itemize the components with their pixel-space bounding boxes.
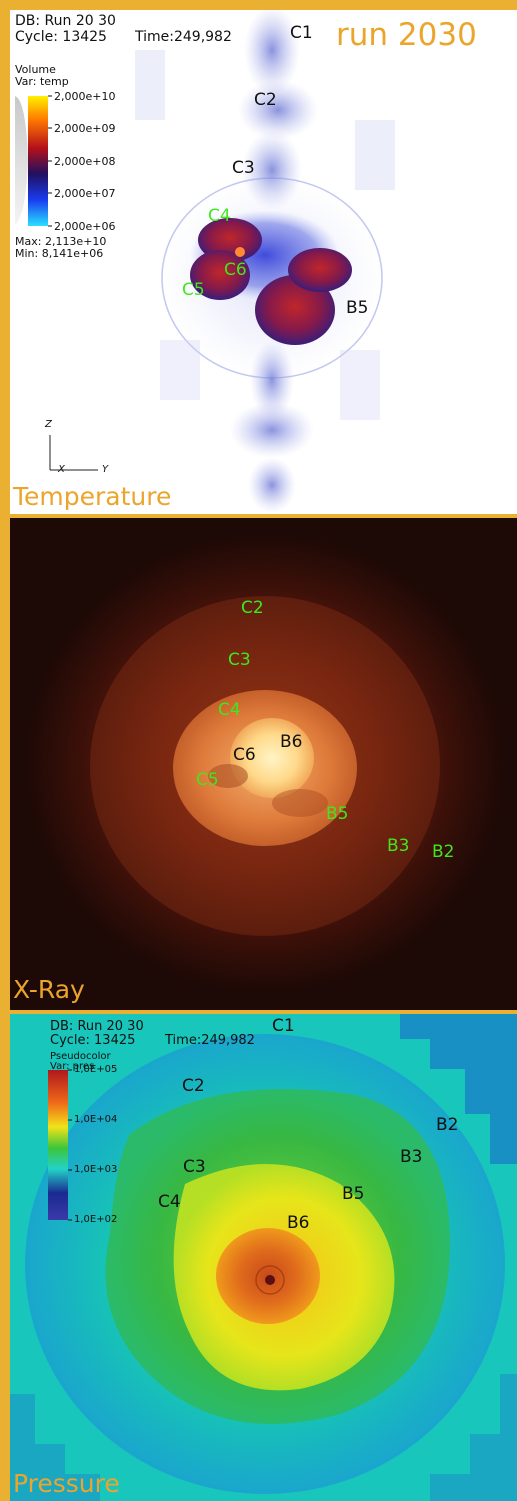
db-label: DB: Run 20 30 [15,13,116,29]
label-c2: C2 [241,598,264,618]
axis-x-label: X [58,464,65,475]
temperature-volume-render [15,10,395,513]
pressure-panel: DB: Run 20 30 Cycle: 13425 Time:249,982 … [10,1014,517,1501]
label-c4: C4 [218,700,241,720]
colorbar-tick-label: 1,0E+02 [74,1214,118,1225]
label-c3: C3 [232,158,255,178]
legend-type-label: Volume [15,63,56,76]
cycle-label: Cycle: 13425 [50,1033,136,1048]
colorbar-tick-label: 1,0E+05 [74,1064,118,1075]
legend-var-label: Var: temp [15,75,69,88]
time-label: Time:249,982 [135,29,232,45]
label-b3: B3 [387,836,410,856]
pressure-render [10,1014,517,1501]
legend-max-label: Max: 2,113e+10 [15,235,107,248]
temperature-panel: DB: Run 20 30 Cycle: 13425 Time:249,982 … [10,10,517,514]
axis-y-label: Y [102,464,109,475]
label-c6: C6 [224,260,247,280]
panel-title-xray: X-Ray [13,975,85,1004]
label-c5: C5 [196,770,219,790]
label-c5: C5 [182,280,205,300]
temperature-colorbar [28,96,48,226]
colorbar-tick-label: 2,000e+10 [54,90,116,103]
label-b5: B5 [326,804,349,824]
colorbar-tick-label: 2,000e+08 [54,155,116,168]
colorbar-tick-label: 1,0E+03 [74,1164,118,1175]
panel-title-temperature: Temperature [13,482,172,511]
opacity-curve [15,96,28,225]
label-b5: B5 [346,298,369,318]
label-c2: C2 [182,1076,205,1096]
label-b2: B2 [436,1115,459,1135]
colorbar-tick-label: 1,0E+04 [74,1114,118,1125]
colorbar-tick-label: 2,000e+06 [54,220,116,233]
cycle-label: Cycle: 13425 [15,29,107,45]
db-label: DB: Run 20 30 [50,1019,144,1034]
time-label: Time:249,982 [165,1033,255,1048]
xray-render [10,518,517,1010]
label-c3: C3 [183,1157,206,1177]
label-b5: B5 [342,1184,365,1204]
label-b3: B3 [400,1147,423,1167]
label-b6: B6 [280,732,303,752]
label-c1: C1 [272,1016,295,1036]
label-c1: C1 [290,23,313,43]
legend-type-label: Pseudocolor [50,1051,111,1062]
label-c4: C4 [158,1192,181,1212]
legend-var-label: Var: pres [50,1061,95,1072]
label-c3: C3 [228,650,251,670]
label-c4: C4 [208,206,231,226]
label-b2: B2 [432,842,455,862]
axis-z-label: Z [45,419,52,430]
label-c2: C2 [254,90,277,110]
panel-title-pressure: Pressure [13,1469,120,1498]
run-label: run 2030 [336,17,477,53]
label-c6: C6 [233,745,256,765]
axes-triad [49,435,98,471]
pressure-colorbar [48,1070,68,1220]
label-b6: B6 [287,1213,310,1233]
xray-panel: C2 C3 C4 C6 B6 C5 B5 B3 B2 X-Ray [10,518,517,1010]
colorbar-tick-label: 2,000e+07 [54,187,116,200]
colorbar-tick-label: 2,000e+09 [54,122,116,135]
legend-min-label: Min: 8,141e+06 [15,247,104,260]
